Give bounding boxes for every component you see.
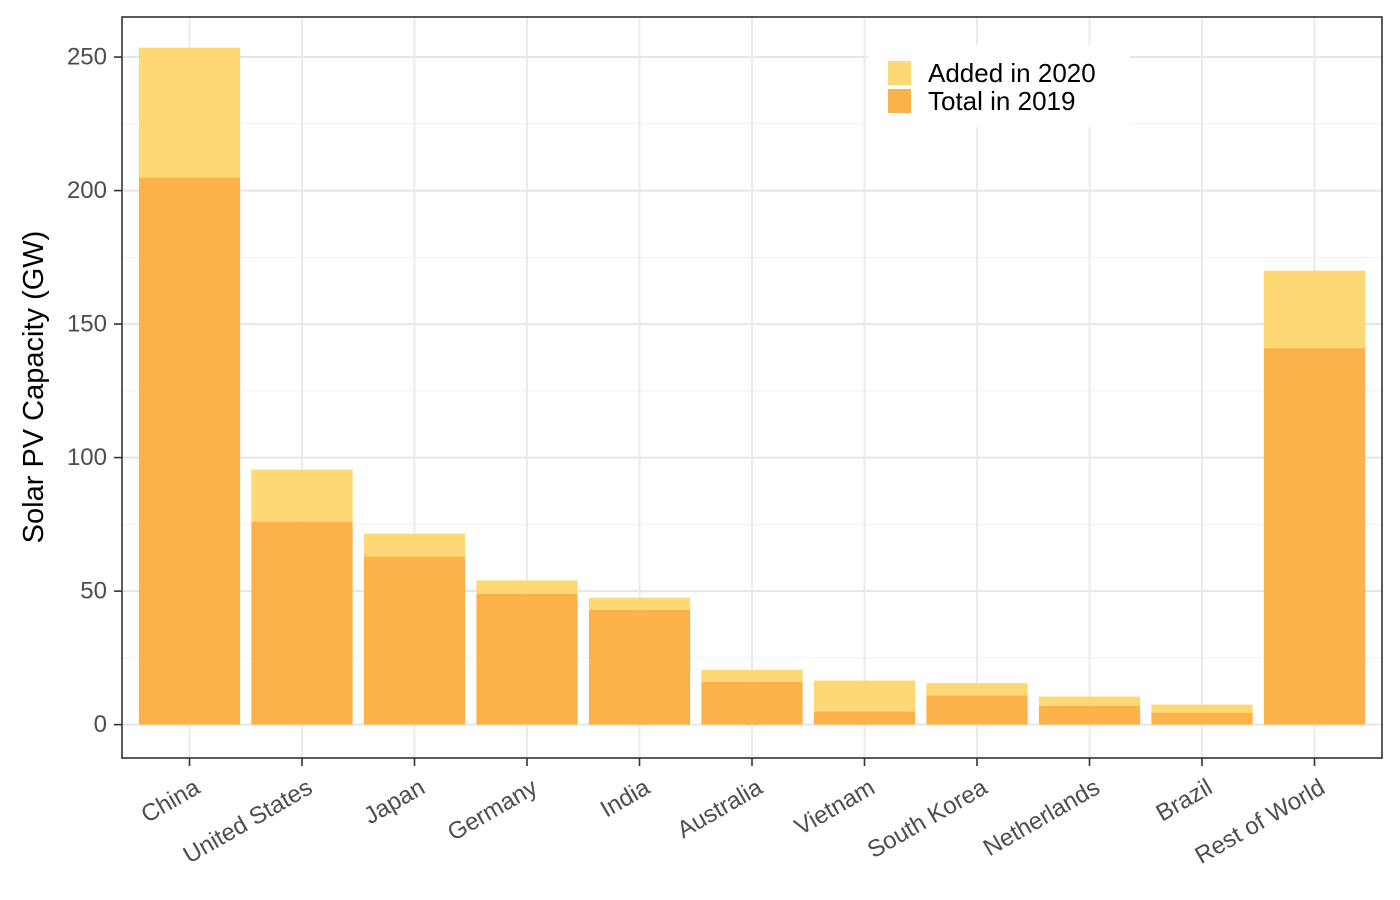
bar-total-in-2019 <box>926 695 1028 725</box>
bar-total-in-2019 <box>476 593 578 725</box>
bar-total-in-2019 <box>1263 348 1366 725</box>
bar-added-in-2020 <box>926 683 1028 696</box>
y-axis-title: Solar PV Capacity (GW) <box>18 231 50 544</box>
y-tick-label: 100 <box>67 444 107 471</box>
bar-total-in-2019 <box>138 177 241 725</box>
bar-added-in-2020 <box>363 533 466 557</box>
y-tick-label: 250 <box>67 44 107 71</box>
bar-added-in-2020 <box>476 580 578 594</box>
bar-added-in-2020 <box>1038 696 1141 706</box>
legend-label: Added in 2020 <box>928 58 1096 88</box>
legend-label: Total in 2019 <box>928 86 1075 116</box>
bar-total-in-2019 <box>251 521 353 725</box>
y-axis: 0 50 100 150 200 250 <box>67 44 122 738</box>
legend-key <box>888 61 911 85</box>
bar-added-in-2020 <box>1151 704 1253 713</box>
bar-added-in-2020 <box>138 47 241 178</box>
bar-added-in-2020 <box>813 680 916 712</box>
bar-added-in-2020 <box>588 597 691 610</box>
bars <box>138 47 1366 725</box>
bar-added-in-2020 <box>1263 270 1366 349</box>
bar-total-in-2019 <box>1038 705 1141 725</box>
bar-total-in-2019 <box>363 556 466 725</box>
legend-key <box>888 89 911 113</box>
bar-total-in-2019 <box>588 609 691 725</box>
legend-background <box>868 45 1130 127</box>
y-tick-label: 200 <box>67 177 107 204</box>
y-tick-label: 0 <box>94 711 107 738</box>
y-tick-label: 150 <box>67 311 107 338</box>
bar-total-in-2019 <box>701 681 803 725</box>
bar-total-in-2019 <box>813 711 916 725</box>
bar-added-in-2020 <box>251 469 353 522</box>
bar-total-in-2019 <box>1151 712 1253 725</box>
bar-added-in-2020 <box>701 669 803 682</box>
y-tick-label: 50 <box>80 578 107 605</box>
